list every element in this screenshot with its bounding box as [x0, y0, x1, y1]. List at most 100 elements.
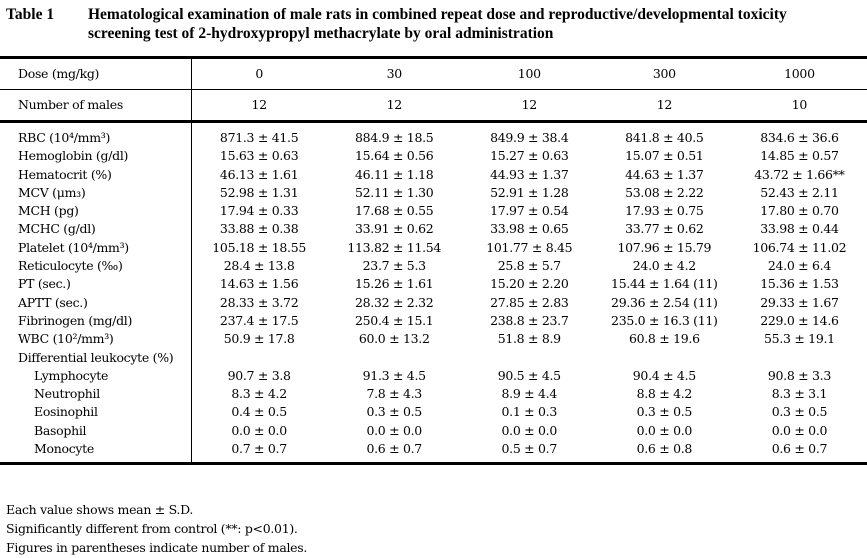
- value-cell: 52.43 ± 2.11: [760, 184, 839, 200]
- value-cell: 14.85 ± 0.57: [760, 148, 839, 164]
- value-cell: 17.93 ± 0.75: [625, 203, 704, 219]
- value-cell: 8.8 ± 4.2: [636, 386, 693, 402]
- dose-300: 300: [596, 56, 732, 90]
- value-cell: 101.77 ± 8.45: [486, 239, 573, 255]
- value-cell: 33.91 ± 0.62: [355, 221, 434, 237]
- value-cell: 24.0 ± 6.4: [767, 258, 831, 274]
- value-cell: 33.77 ± 0.62: [625, 221, 704, 237]
- table-row: Differential leukocyte (%): [0, 348, 867, 367]
- parameter-label: Fibrinogen (mg/dl): [0, 311, 192, 331]
- value-cell: 884.9 ± 18.5: [355, 130, 434, 145]
- value-cell: 33.98 ± 0.65: [490, 221, 569, 237]
- caption-line-2: screening test of 2-hydroxypropyl methac…: [88, 25, 554, 42]
- value-cell: 24.0 ± 4.2: [632, 258, 696, 274]
- value-cell: 46.13 ± 1.61: [219, 166, 299, 182]
- parameter-label: Hemoglobin (g/dl): [0, 147, 192, 166]
- parameter-label: APTT (sec.): [0, 293, 192, 312]
- value-cell: 105.18 ± 18.55: [212, 239, 307, 255]
- table-row: Basophil 0.0 ± 0.0 0.0 ± 0.0 0.0 ± 0.0 0.0 ±…: [0, 421, 867, 441]
- value-cell: 250.4 ± 15.1: [355, 312, 434, 328]
- table-row: MCV (μm₃) 52.98 ± 1.31 52.11 ± 1.30 52.91 ±…: [0, 183, 867, 203]
- caption-line-1: Hematological examination of male rats i…: [88, 6, 787, 23]
- value-cell: 44.93 ± 1.37: [490, 166, 569, 182]
- value-cell: 90.8 ± 3.3: [767, 367, 831, 383]
- value-cell: 0.3 ± 0.5: [771, 404, 828, 420]
- parameter-label: Differential leukocyte (%): [0, 348, 192, 367]
- parameter-label: RBC (10⁴/mm³): [0, 121, 192, 148]
- value-cell: 0.5 ± 0.7: [461, 440, 597, 466]
- males-count: 10: [731, 89, 867, 123]
- value-cell: 107.96 ± 15.79: [617, 239, 712, 255]
- value-cell: 52.98 ± 1.31: [219, 184, 299, 200]
- table-row: MCHC (g/dl) 33.88 ± 0.38 33.91 ± 0.62 33.98…: [0, 220, 867, 239]
- value-cell: 29.36 ± 2.54 (11): [611, 294, 718, 310]
- table-row: Hematocrit (%) 46.13 ± 1.61 46.11 ± 1.18 44…: [0, 165, 867, 184]
- value-cell: 238.8 ± 23.7: [490, 312, 569, 328]
- value-cell: 15.07 ± 0.51: [625, 148, 704, 164]
- value-cell: 0.3 ± 0.5: [366, 404, 422, 420]
- value-cell: 15.26 ± 1.61: [355, 276, 434, 292]
- dose-header-row: Dose (mg/kg) 0 30 100 300 1000: [0, 56, 867, 90]
- value-cell: 25.8 ± 5.7: [497, 258, 561, 274]
- dose-label: Dose (mg/kg): [0, 56, 192, 90]
- males-label: Number of males: [0, 89, 192, 123]
- value-cell: 8.9 ± 4.4: [501, 386, 558, 402]
- parameter-label: MCH (pg): [0, 202, 192, 221]
- table-row: RBC (10⁴/mm³) 871.3 ± 41.5 884.9 ± 18.5 849…: [0, 121, 867, 148]
- value-cell: 0.0 ± 0.0: [231, 422, 287, 438]
- value-cell: 237.4 ± 17.5: [219, 312, 299, 328]
- value-cell: [732, 349, 867, 367]
- value-cell: 15.27 ± 0.63: [490, 148, 569, 164]
- value-cell: 17.94 ± 0.33: [219, 203, 299, 219]
- value-cell: 28.4 ± 13.8: [223, 258, 295, 274]
- value-cell: 17.97 ± 0.54: [490, 203, 569, 219]
- value-cell: 849.9 ± 38.4: [490, 130, 569, 145]
- value-cell: [462, 349, 597, 367]
- footnote: Each value shows mean ± S.D.: [6, 502, 194, 517]
- parameter-label: Platelet (10⁴/mm³): [0, 238, 192, 258]
- parameter-label: MCV (μm₃): [0, 183, 192, 203]
- parameter-label: Basophil: [0, 421, 192, 441]
- table-row: APTT (sec.) 28.33 ± 3.72 28.32 ± 2.32 27.85…: [0, 293, 867, 312]
- value-cell: 113.82 ± 11.54: [347, 239, 442, 255]
- value-cell: 27.85 ± 2.83: [490, 294, 569, 310]
- value-cell: 51.8 ± 8.9: [497, 331, 561, 347]
- table-row: WBC (10²/mm³) 50.9 ± 17.8 60.0 ± 13.2 51.8 …: [0, 330, 867, 349]
- value-cell: 106.74 ± 11.02: [752, 239, 847, 255]
- table-row: Platelet (10⁴/mm³) 105.18 ± 18.55 113.82 ±…: [0, 238, 867, 258]
- parameter-label: Eosinophil: [0, 403, 192, 422]
- value-cell: 53.08 ± 2.22: [625, 184, 704, 200]
- value-cell: [597, 349, 732, 367]
- value-cell: 52.11 ± 1.30: [355, 184, 434, 200]
- value-cell: 60.8 ± 19.6: [628, 331, 700, 347]
- parameter-label: Reticulocyte (‰): [0, 257, 192, 276]
- value-cell: 0.6 ± 0.7: [326, 440, 462, 466]
- parameter-label: WBC (10²/mm³): [0, 330, 192, 349]
- parameter-label: MCHC (g/dl): [0, 220, 192, 239]
- males-count: 12: [461, 89, 597, 123]
- parameter-label: Lymphocyte: [0, 366, 192, 386]
- value-cell: 0.0 ± 0.0: [636, 422, 693, 438]
- value-cell: 17.80 ± 0.70: [760, 203, 839, 219]
- footnote: Figures in parentheses indicate number o…: [6, 540, 308, 555]
- value-cell: 15.63 ± 0.63: [219, 148, 299, 164]
- table-row: Monocyte 0.7 ± 0.7 0.6 ± 0.7 0.5 ± 0.7 0.6 ±…: [0, 440, 867, 466]
- table-row: PT (sec.) 14.63 ± 1.56 15.26 ± 1.61 15.20 ±…: [0, 275, 867, 294]
- value-cell: 52.91 ± 1.28: [490, 184, 569, 200]
- value-cell: 0.1 ± 0.3: [501, 404, 558, 420]
- footnotes: Each value shows mean ± S.D. Significant…: [6, 500, 307, 557]
- value-cell: 871.3 ± 41.5: [219, 130, 299, 145]
- table-caption: Table 1 Hematological examination of male…: [6, 5, 866, 43]
- table-number: Table 1: [6, 6, 55, 23]
- value-cell: 8.3 ± 3.1: [771, 386, 828, 402]
- value-cell: 55.3 ± 19.1: [764, 331, 835, 347]
- value-cell: 44.63 ± 1.37: [625, 166, 704, 182]
- males-count: 12: [191, 89, 327, 123]
- parameter-label: Monocyte: [0, 440, 192, 466]
- dose-30: 30: [326, 56, 462, 90]
- value-cell: [191, 349, 327, 367]
- table-row: Reticulocyte (‰) 28.4 ± 13.8 23.7 ± 5.3 25.…: [0, 257, 867, 276]
- value-cell: 8.3 ± 4.2: [231, 386, 287, 402]
- value-cell: 0.0 ± 0.0: [771, 422, 828, 438]
- table-row: MCH (pg) 17.94 ± 0.33 17.68 ± 0.55 17.97 ± …: [0, 202, 867, 221]
